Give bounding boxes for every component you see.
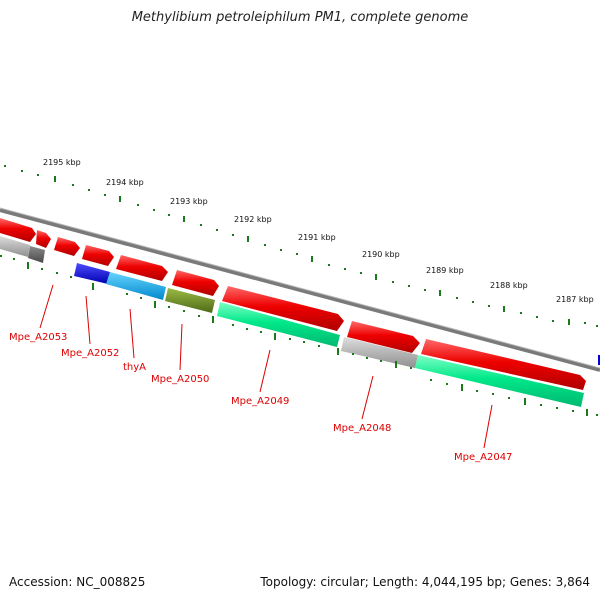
scale-label-2188: 2188 kbp (490, 281, 528, 290)
gene-forward[interactable] (172, 270, 219, 296)
leader-line (39, 284, 54, 329)
leader-line (361, 375, 374, 420)
forward-strand-genes (0, 218, 586, 390)
inner-scale-ticks (0, 255, 598, 416)
scale-label-2191: 2191 kbp (298, 233, 336, 242)
gene-label-mpe-a2048: Mpe_A2048 (333, 423, 391, 434)
gene-label-mpe-a2053: Mpe_A2053 (9, 332, 67, 343)
scale-label-2187: 2187 kbp (556, 295, 594, 304)
accession-text: Accession: NC_008825 (9, 575, 146, 589)
gene-label-thya: thyA (123, 362, 146, 373)
leader-line (179, 323, 183, 371)
gene-grey[interactable] (0, 236, 30, 257)
gene-forward[interactable] (347, 321, 420, 353)
scale-label-2192: 2192 kbp (234, 215, 272, 224)
gene-reverse[interactable] (415, 355, 584, 407)
gene-forward[interactable] (0, 218, 36, 242)
gene-label-mpe-a2049: Mpe_A2049 (231, 396, 289, 407)
scale-label-2194: 2194 kbp (106, 178, 144, 187)
leader-line (483, 404, 493, 449)
edge-mark (598, 355, 600, 365)
scale-label-2195: 2195 kbp (43, 158, 81, 167)
gene-labels: Mpe_A2053 Mpe_A2052 thyA Mpe_A2050 Mpe_A… (9, 284, 512, 463)
gene-blue[interactable] (74, 263, 110, 284)
reverse-strand-genes (0, 236, 584, 407)
scale-label-2189: 2189 kbp (426, 266, 464, 275)
gene-dark-grey[interactable] (28, 246, 45, 263)
leader-line (129, 308, 135, 359)
outer-scale-ticks (4, 165, 598, 327)
gene-label-mpe-a2047: Mpe_A2047 (454, 452, 512, 463)
genome-backbone-highlight (0, 207, 600, 369)
genome-title: Methylibium petroleiphilum PM1, complete… (131, 10, 469, 25)
gene-grey[interactable] (341, 337, 418, 368)
gene-label-mpe-a2052: Mpe_A2052 (61, 348, 119, 359)
gene-cyan[interactable] (106, 272, 166, 300)
leader-line (85, 295, 91, 345)
gene-forward[interactable] (54, 237, 80, 256)
scale-label-2190: 2190 kbp (362, 250, 400, 259)
gene-forward[interactable] (82, 245, 114, 266)
gene-label-mpe-a2050: Mpe_A2050 (151, 374, 209, 385)
scale-label-2193: 2193 kbp (170, 197, 208, 206)
gene-forward[interactable] (222, 286, 344, 331)
genome-summary-text: Topology: circular; Length: 4,044,195 bp… (260, 575, 590, 589)
gene-forward[interactable] (421, 339, 586, 390)
leader-line (259, 349, 271, 393)
genome-backbone (0, 208, 600, 372)
gene-forward[interactable] (36, 230, 51, 248)
gene-olive[interactable] (165, 288, 215, 313)
gene-reverse[interactable] (217, 302, 340, 347)
scale-labels: 2195 kbp 2194 kbp 2193 kbp 2192 kbp 2191… (43, 158, 594, 304)
gene-forward[interactable] (116, 255, 168, 281)
